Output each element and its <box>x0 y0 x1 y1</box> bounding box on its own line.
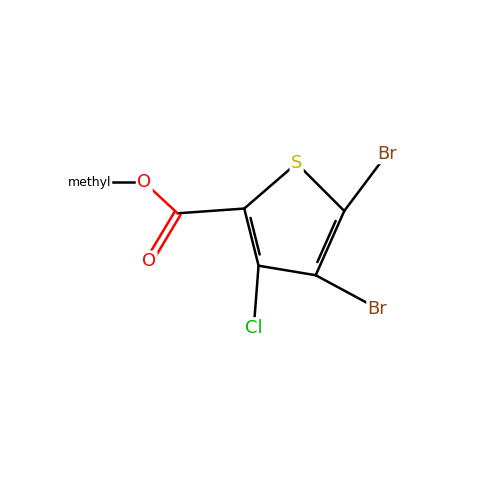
Text: methyl: methyl <box>68 176 111 189</box>
Text: Cl: Cl <box>245 319 262 337</box>
Text: S: S <box>291 154 302 172</box>
Text: Br: Br <box>368 299 388 318</box>
Text: O: O <box>142 252 156 270</box>
Text: O: O <box>137 173 151 191</box>
Text: Br: Br <box>377 145 397 163</box>
